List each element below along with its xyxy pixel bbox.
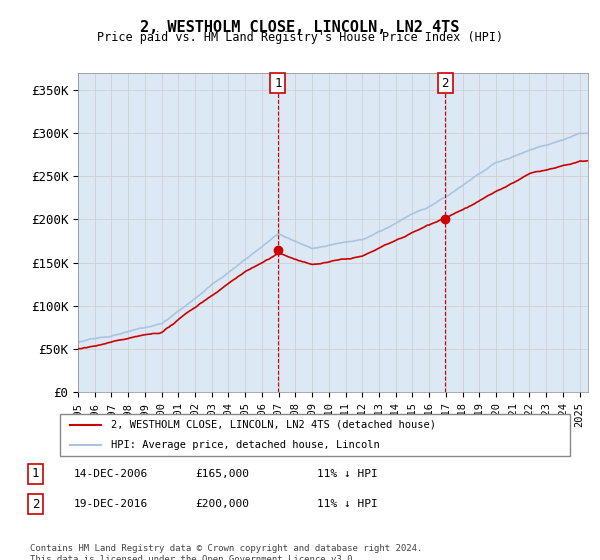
- Text: 2: 2: [32, 498, 39, 511]
- Text: Price paid vs. HM Land Registry's House Price Index (HPI): Price paid vs. HM Land Registry's House …: [97, 31, 503, 44]
- FancyBboxPatch shape: [60, 414, 570, 456]
- Text: 1: 1: [32, 468, 39, 480]
- Text: 2: 2: [441, 77, 449, 90]
- Text: Contains HM Land Registry data © Crown copyright and database right 2024.
This d: Contains HM Land Registry data © Crown c…: [30, 544, 422, 560]
- Text: £200,000: £200,000: [196, 499, 250, 509]
- Text: 19-DEC-2016: 19-DEC-2016: [74, 499, 148, 509]
- Text: 2, WESTHOLM CLOSE, LINCOLN, LN2 4TS: 2, WESTHOLM CLOSE, LINCOLN, LN2 4TS: [140, 20, 460, 35]
- Text: 1: 1: [274, 77, 281, 90]
- Text: HPI: Average price, detached house, Lincoln: HPI: Average price, detached house, Linc…: [111, 440, 380, 450]
- Text: 2, WESTHOLM CLOSE, LINCOLN, LN2 4TS (detached house): 2, WESTHOLM CLOSE, LINCOLN, LN2 4TS (det…: [111, 420, 436, 430]
- Text: 14-DEC-2006: 14-DEC-2006: [74, 469, 148, 479]
- Text: 11% ↓ HPI: 11% ↓ HPI: [317, 469, 378, 479]
- Text: £165,000: £165,000: [196, 469, 250, 479]
- Text: 11% ↓ HPI: 11% ↓ HPI: [317, 499, 378, 509]
